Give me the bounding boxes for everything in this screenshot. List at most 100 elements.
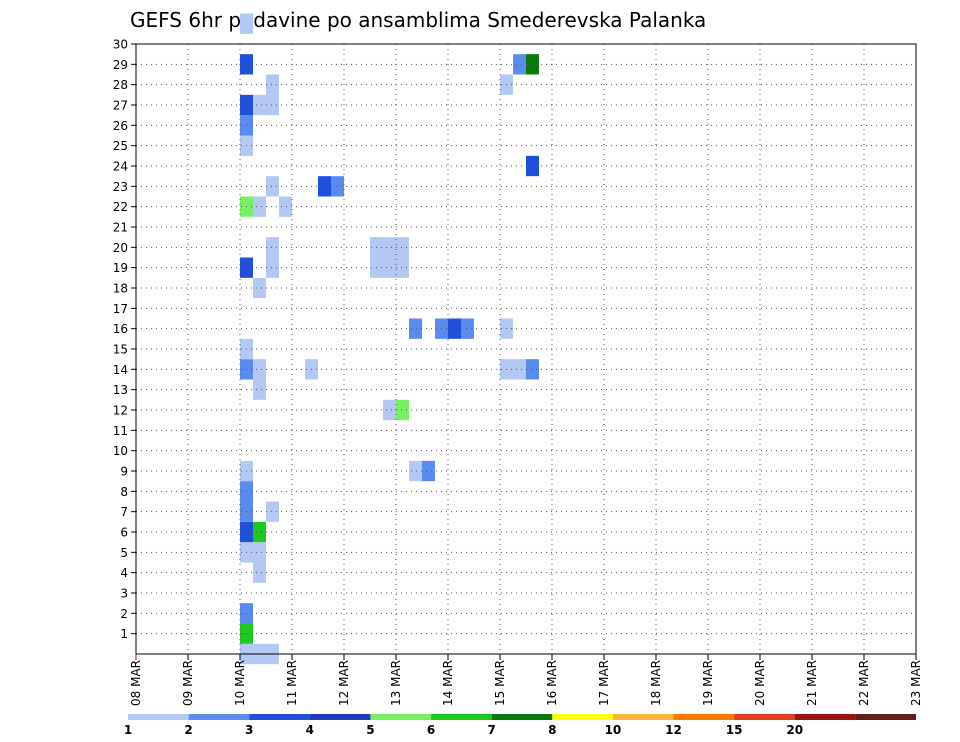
colorbar-segment: [612, 714, 674, 720]
precip-cell: [409, 460, 422, 482]
precip-cell: [513, 359, 526, 380]
colorbar-segment: [188, 714, 250, 720]
y-tick-label: 28: [113, 78, 128, 92]
precip-cell: [422, 460, 435, 482]
y-tick-label: 3: [120, 587, 128, 601]
precip-cell: [279, 196, 292, 217]
colorbar-label: 5: [366, 723, 374, 737]
precip-cell: [383, 399, 396, 421]
precip-cell: [383, 257, 396, 278]
precip-cell: [253, 359, 266, 380]
y-tick-label: 1: [120, 627, 128, 641]
y-tick-label: 16: [113, 322, 128, 336]
colorbar-segment: [491, 714, 553, 720]
y-tick-label: 11: [113, 424, 128, 438]
x-tick-label: 13 MAR: [389, 660, 403, 706]
precip-cell: [396, 399, 409, 421]
precip-cell: [266, 74, 279, 95]
x-tick-label: 19 MAR: [701, 660, 715, 706]
precip-cell: [253, 277, 266, 299]
x-tick-label: 14 MAR: [441, 660, 455, 706]
y-tick-label: 26: [113, 119, 128, 133]
colorbar-segment: [734, 714, 795, 720]
colorbar-segment: [431, 714, 492, 720]
y-tick-label: 17: [113, 302, 128, 316]
precip-cell: [383, 237, 396, 258]
y-tick-label: 18: [113, 282, 128, 296]
precip-cell: [253, 94, 266, 116]
precip-cell: [461, 318, 474, 339]
precip-cell: [409, 318, 422, 339]
y-tick-label: 27: [113, 99, 128, 113]
y-tick-label: 2: [120, 607, 128, 621]
colorbar-label: 10: [605, 723, 622, 737]
colorbar-label: 15: [726, 723, 743, 737]
x-tick-label: 23 MAR: [909, 660, 923, 706]
x-tick-label: 18 MAR: [649, 660, 663, 706]
x-tick-label: 16 MAR: [545, 660, 559, 706]
x-tick-label: 08 MAR: [129, 660, 143, 706]
y-tick-label: 22: [113, 200, 128, 214]
precip-cell: [253, 196, 266, 217]
y-tick-label: 24: [113, 160, 128, 174]
colorbar-segment: [673, 714, 735, 720]
y-tick-label: 19: [113, 261, 128, 275]
precip-cell: [448, 318, 461, 339]
precip-cell: [266, 501, 279, 522]
precip-cell: [266, 237, 279, 258]
colorbar-segment: [552, 714, 613, 720]
precip-cell: [253, 542, 266, 563]
colorbar-label: 1: [124, 723, 132, 737]
precip-cell: [331, 176, 344, 197]
x-tick-label: 09 MAR: [181, 660, 195, 706]
colorbar-segment: [128, 714, 189, 720]
y-tick-label: 29: [113, 58, 128, 72]
colorbar-segment: [309, 714, 371, 720]
precip-cell: [396, 237, 409, 258]
precip-cell: [253, 562, 266, 583]
y-tick-label: 30: [113, 38, 128, 52]
precip-cell: [526, 155, 539, 177]
y-tick-label: 13: [113, 383, 128, 397]
x-tick-label: 12 MAR: [337, 660, 351, 706]
precip-cell: [266, 257, 279, 278]
colorbar-label: 6: [427, 723, 435, 737]
x-tick-label: 21 MAR: [805, 660, 819, 706]
x-tick-label: 11 MAR: [285, 660, 299, 706]
colorbar-label: 7: [488, 723, 496, 737]
colorbar-segment: [370, 714, 432, 720]
y-tick-label: 5: [120, 546, 128, 560]
colorbar-legend: 1 2 3 4 5 6 7 8 10 12 15 20: [124, 714, 916, 737]
precipitation-cells: [240, 13, 539, 665]
precip-cell: [253, 379, 266, 400]
x-tick-label: 17 MAR: [597, 660, 611, 706]
y-tick-label: 4: [120, 566, 128, 580]
x-tick-label: 22 MAR: [857, 660, 871, 706]
colorbar-segment: [794, 714, 856, 720]
colorbar-label: 20: [786, 723, 803, 737]
x-tick-label: 15 MAR: [493, 660, 507, 706]
x-axis: 08 MAR 09 MAR 10 MAR 11 MAR 12 MAR 13 MAR 14 M…: [129, 654, 923, 706]
y-tick-label: 8: [120, 485, 128, 499]
precip-cell: [240, 13, 253, 34]
y-tick-label: 6: [120, 526, 128, 540]
colorbar-segment: [855, 714, 916, 720]
y-tick-label: 25: [113, 139, 128, 153]
x-tick-label: 20 MAR: [753, 660, 767, 706]
precip-cell: [526, 359, 539, 380]
precip-cell: [266, 176, 279, 197]
precip-cell: [318, 176, 331, 197]
y-tick-label: 21: [113, 221, 128, 235]
colorbar-label: 8: [548, 723, 556, 737]
precip-cell: [526, 54, 539, 75]
precip-cell: [396, 257, 409, 278]
precip-cell: [253, 521, 266, 543]
y-axis: 1234567891011121314151617181920212223242…: [113, 38, 136, 641]
x-tick-label: 10 MAR: [233, 660, 247, 706]
colorbar-label: 3: [245, 723, 253, 737]
y-tick-label: 14: [113, 363, 128, 377]
y-tick-label: 20: [113, 241, 128, 255]
precip-cell: [266, 94, 279, 116]
colorbar-label: 4: [306, 723, 314, 737]
